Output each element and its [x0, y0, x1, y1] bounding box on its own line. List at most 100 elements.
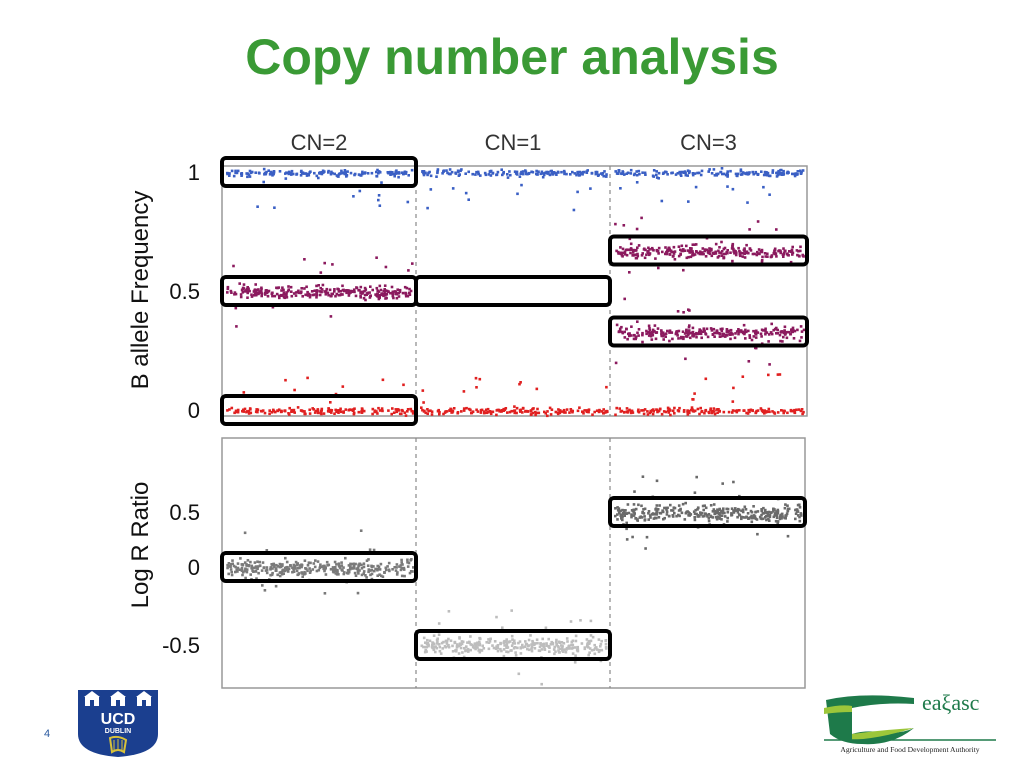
data-point [519, 646, 523, 649]
data-point [436, 168, 440, 171]
data-point [648, 328, 652, 332]
data-point [287, 170, 291, 174]
data-point [712, 252, 716, 255]
data-point [310, 290, 314, 293]
data-point [373, 410, 376, 414]
data-point [794, 508, 797, 512]
data-point [235, 410, 238, 413]
data-point [257, 571, 260, 575]
data-point [306, 172, 310, 176]
data-point [638, 172, 641, 176]
data-point [621, 255, 624, 258]
data-point [687, 171, 691, 175]
data-point [367, 570, 370, 574]
data-point [290, 169, 294, 173]
data-point-outlier [754, 346, 757, 350]
data-point [744, 337, 747, 340]
data-point [768, 174, 772, 178]
data-point [278, 574, 282, 578]
data-point [700, 169, 704, 173]
data-point-outlier [274, 584, 278, 588]
data-point [242, 283, 246, 286]
data-point [499, 647, 502, 651]
data-point [297, 291, 301, 295]
data-point [314, 409, 318, 413]
data-point [636, 246, 639, 249]
data-point [282, 293, 285, 296]
data-point [640, 409, 643, 412]
data-point [420, 644, 424, 648]
data-point [800, 336, 803, 339]
data-point-outlier [628, 237, 632, 241]
data-point [711, 516, 714, 519]
data-point [638, 516, 642, 519]
data-point [767, 517, 770, 521]
data-point [576, 645, 579, 649]
data-point [672, 250, 675, 254]
data-point [575, 173, 578, 177]
data-point [545, 170, 548, 174]
data-point [697, 251, 700, 255]
data-point-outlier [644, 547, 647, 550]
data-point-outlier [475, 386, 478, 389]
data-point [403, 285, 407, 289]
data-point [790, 249, 794, 253]
data-point [314, 559, 317, 562]
data-point [621, 247, 625, 251]
data-point [796, 514, 800, 517]
data-point [395, 296, 399, 300]
data-point [236, 169, 240, 173]
data-point [731, 411, 734, 414]
data-point [687, 249, 691, 253]
data-point [700, 252, 704, 256]
data-point [428, 639, 432, 643]
data-point [496, 408, 499, 412]
data-point [748, 517, 751, 520]
data-point [781, 340, 784, 343]
data-point [256, 410, 259, 414]
data-point [683, 518, 687, 521]
data-point-outlier [329, 401, 332, 404]
data-point [363, 286, 367, 290]
data-point [772, 411, 776, 414]
data-point [690, 331, 694, 335]
data-point [657, 177, 660, 180]
data-point [681, 502, 685, 506]
data-point [667, 411, 671, 414]
data-point [337, 573, 340, 576]
data-point [733, 252, 736, 255]
data-point [502, 648, 506, 651]
data-point-outlier [378, 204, 382, 207]
data-point [488, 410, 492, 413]
data-point [709, 407, 712, 410]
data-point [685, 244, 688, 248]
data-point [295, 563, 299, 567]
data-point [743, 247, 746, 250]
data-point [324, 291, 328, 295]
data-point [570, 409, 573, 412]
data-point [713, 412, 717, 416]
data-point [641, 252, 644, 255]
data-point [278, 170, 282, 173]
data-point [655, 504, 659, 507]
data-point [242, 408, 245, 412]
data-point [554, 650, 557, 653]
data-point [533, 647, 537, 650]
data-point [693, 172, 697, 175]
data-point [615, 249, 618, 253]
data-point-outlier [668, 339, 671, 343]
data-point [357, 563, 360, 567]
data-point [666, 173, 669, 176]
data-point [688, 251, 691, 254]
data-point [620, 517, 623, 520]
data-point [616, 506, 619, 509]
data-point [513, 405, 516, 408]
data-point [360, 573, 364, 577]
data-point [519, 652, 523, 655]
data-point [562, 169, 566, 173]
data-point [530, 649, 534, 653]
data-point [791, 172, 794, 176]
data-point [660, 329, 663, 332]
data-point [766, 514, 770, 517]
data-point [388, 569, 391, 573]
